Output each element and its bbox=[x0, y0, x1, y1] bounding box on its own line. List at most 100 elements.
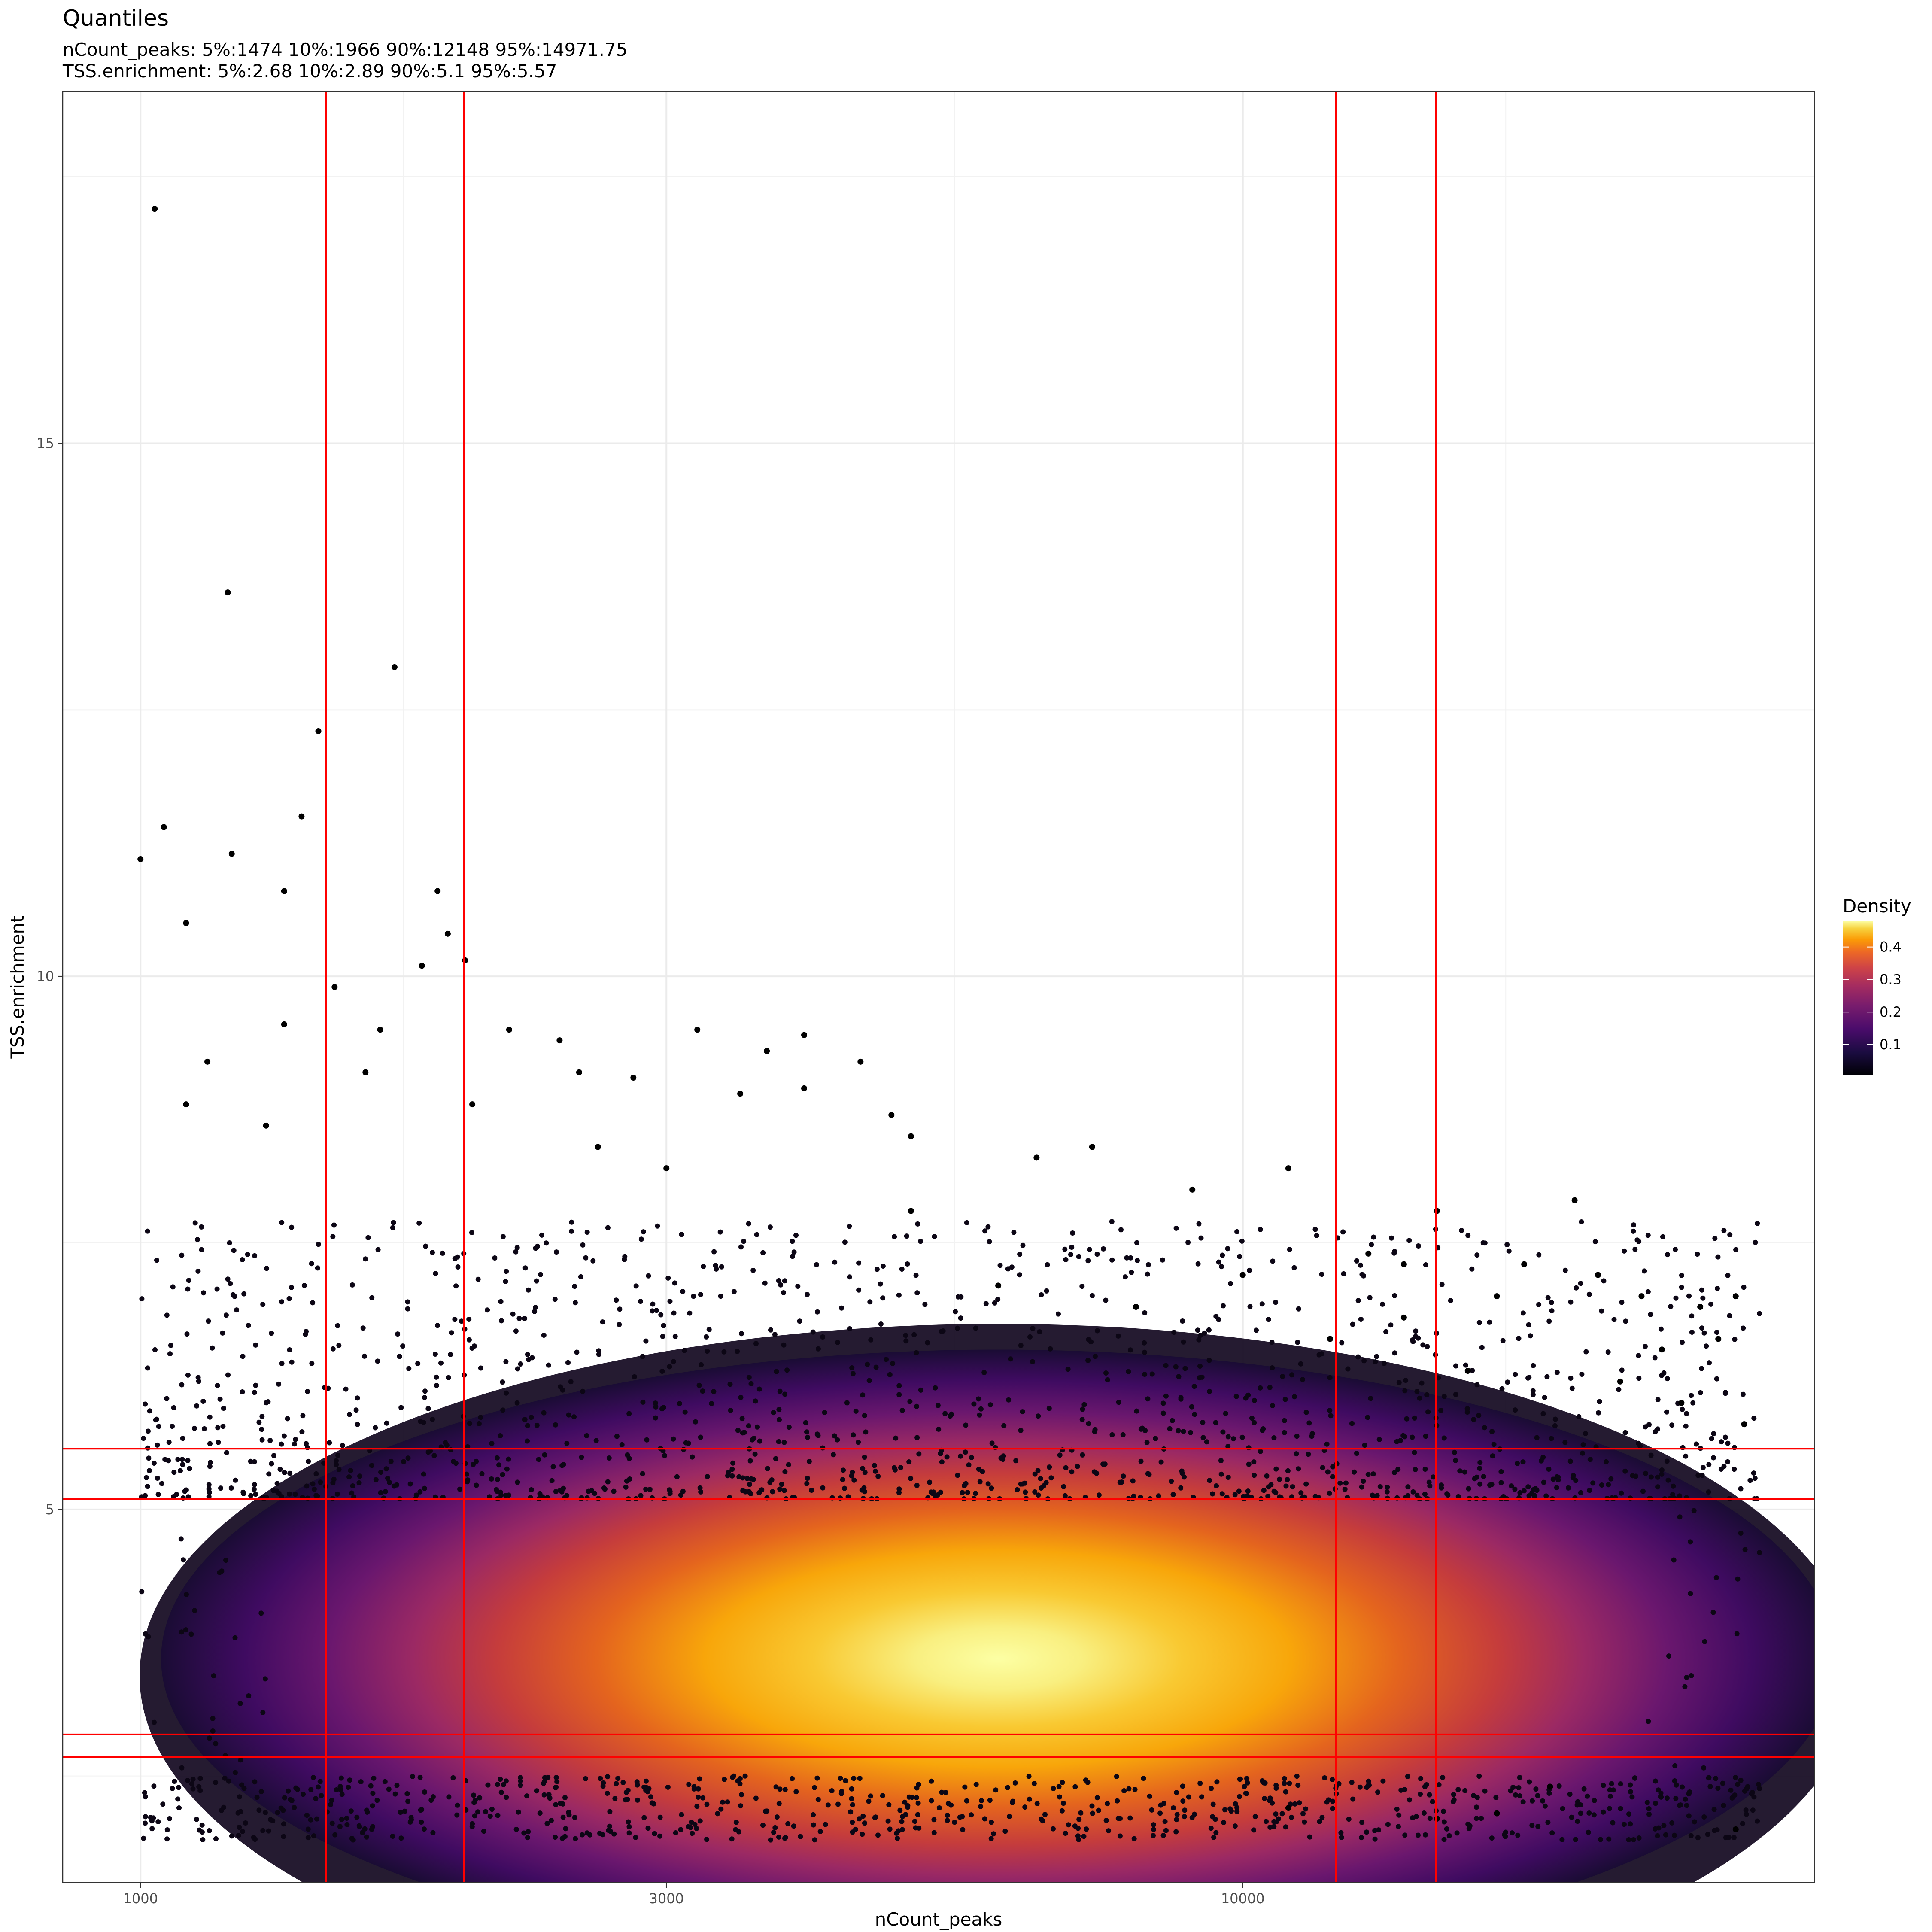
scatter-point bbox=[1246, 1445, 1252, 1451]
scatter-point bbox=[744, 1476, 750, 1481]
scatter-point bbox=[141, 1436, 146, 1441]
scatter-point bbox=[1540, 1455, 1546, 1460]
scatter-point bbox=[1738, 1531, 1744, 1536]
scatter-point bbox=[155, 1492, 161, 1497]
scatter-point bbox=[1575, 1799, 1580, 1804]
scatter-point bbox=[1661, 1823, 1667, 1828]
scatter-point bbox=[337, 1824, 343, 1829]
scatter-point bbox=[159, 1481, 164, 1486]
scatter-point bbox=[147, 1408, 152, 1414]
scatter-point bbox=[747, 1482, 752, 1487]
scatter-point bbox=[408, 1815, 414, 1820]
scatter-point bbox=[880, 1793, 885, 1798]
scatter-point bbox=[1422, 1492, 1428, 1497]
scatter-point-outlier bbox=[315, 728, 322, 734]
scatter-point bbox=[1220, 1429, 1226, 1435]
scatter-point bbox=[899, 1408, 905, 1413]
scatter-point bbox=[1142, 1372, 1148, 1377]
scatter-point bbox=[444, 1443, 450, 1448]
scatter-point bbox=[1337, 1480, 1343, 1486]
scatter-point bbox=[913, 1825, 918, 1831]
scatter-point bbox=[1733, 1247, 1739, 1252]
scatter-point bbox=[1636, 1376, 1642, 1381]
scatter-point bbox=[1094, 1252, 1100, 1257]
scatter-point bbox=[690, 1454, 695, 1460]
scatter-point bbox=[1096, 1807, 1101, 1813]
scatter-point bbox=[1334, 1461, 1340, 1467]
scatter-point bbox=[768, 1224, 773, 1230]
scatter-point bbox=[1233, 1801, 1238, 1807]
scatter-point bbox=[1189, 1404, 1194, 1410]
scatter-point bbox=[431, 1453, 437, 1458]
scatter-point bbox=[315, 1493, 320, 1499]
scatter-point-outlier bbox=[1400, 1314, 1407, 1321]
scatter-point-outlier bbox=[1638, 1293, 1645, 1300]
scatter-point bbox=[1173, 1364, 1179, 1370]
scatter-point bbox=[1142, 1310, 1148, 1315]
scatter-point bbox=[1694, 1441, 1699, 1447]
scatter-point bbox=[1743, 1807, 1749, 1813]
scatter-point bbox=[172, 1779, 177, 1784]
scatter-point bbox=[175, 1457, 181, 1462]
scatter-point bbox=[1476, 1413, 1482, 1418]
scatter-point bbox=[360, 1830, 365, 1835]
scatter-point bbox=[1232, 1823, 1238, 1829]
scatter-point bbox=[958, 1453, 963, 1459]
scatter-point bbox=[199, 1247, 204, 1252]
scatter-point bbox=[1618, 1781, 1623, 1787]
scatter-point bbox=[146, 1468, 152, 1473]
scatter-point bbox=[729, 1467, 735, 1472]
scatter-point bbox=[1273, 1300, 1279, 1305]
scatter-point bbox=[1247, 1267, 1252, 1273]
scatter-point bbox=[282, 1470, 287, 1475]
y-tick-label: 15 bbox=[36, 435, 54, 452]
scatter-point bbox=[1424, 1782, 1429, 1787]
scatter-point bbox=[619, 1442, 625, 1447]
scatter-point bbox=[464, 1471, 469, 1477]
scatter-point bbox=[195, 1237, 200, 1242]
scatter-point bbox=[375, 1247, 381, 1252]
scatter-point bbox=[504, 1466, 510, 1472]
scatter-point bbox=[1247, 1304, 1253, 1309]
scatter-point bbox=[1233, 1394, 1239, 1399]
scatter-point bbox=[1536, 1302, 1542, 1307]
scatter-point bbox=[1499, 1386, 1505, 1391]
scatter-point bbox=[1476, 1320, 1482, 1325]
scatter-point bbox=[450, 1775, 456, 1780]
scatter-point bbox=[1383, 1329, 1389, 1334]
scatter-point bbox=[573, 1836, 578, 1841]
scatter-point-outlier bbox=[1678, 1400, 1685, 1406]
scatter-point bbox=[185, 1778, 190, 1783]
scatter-point bbox=[1017, 1272, 1022, 1278]
scatter-point bbox=[1324, 1441, 1330, 1447]
scatter-point bbox=[863, 1429, 869, 1435]
scatter-point bbox=[1465, 1821, 1471, 1827]
scatter-point bbox=[659, 1369, 665, 1374]
scatter-point bbox=[1751, 1416, 1757, 1421]
scatter-point-outlier bbox=[595, 1144, 601, 1150]
scatter-point bbox=[479, 1471, 485, 1476]
scatter-point bbox=[229, 1833, 234, 1839]
scatter-point bbox=[370, 1803, 375, 1809]
scatter-point bbox=[1599, 1482, 1604, 1488]
scatter-point bbox=[640, 1399, 646, 1405]
scatter-point bbox=[1749, 1791, 1754, 1797]
scatter-point bbox=[170, 1284, 176, 1290]
scatter-point bbox=[1622, 1430, 1628, 1435]
scatter-point bbox=[301, 1792, 306, 1797]
scatter-point bbox=[1673, 1796, 1679, 1801]
scatter-point bbox=[741, 1430, 747, 1435]
scatter-point-outlier bbox=[1033, 1154, 1040, 1161]
scatter-point bbox=[1690, 1400, 1696, 1406]
scatter-point bbox=[1590, 1480, 1596, 1486]
scatter-point bbox=[672, 1334, 678, 1339]
scatter-point bbox=[1659, 1467, 1665, 1473]
scatter-point bbox=[741, 1239, 747, 1244]
scatter-point bbox=[1466, 1486, 1471, 1492]
scatter-point bbox=[1222, 1807, 1227, 1813]
scatter-point bbox=[1604, 1459, 1609, 1464]
scatter-point bbox=[977, 1412, 982, 1418]
scatter-point bbox=[1404, 1416, 1410, 1422]
scatter-point bbox=[698, 1292, 703, 1297]
